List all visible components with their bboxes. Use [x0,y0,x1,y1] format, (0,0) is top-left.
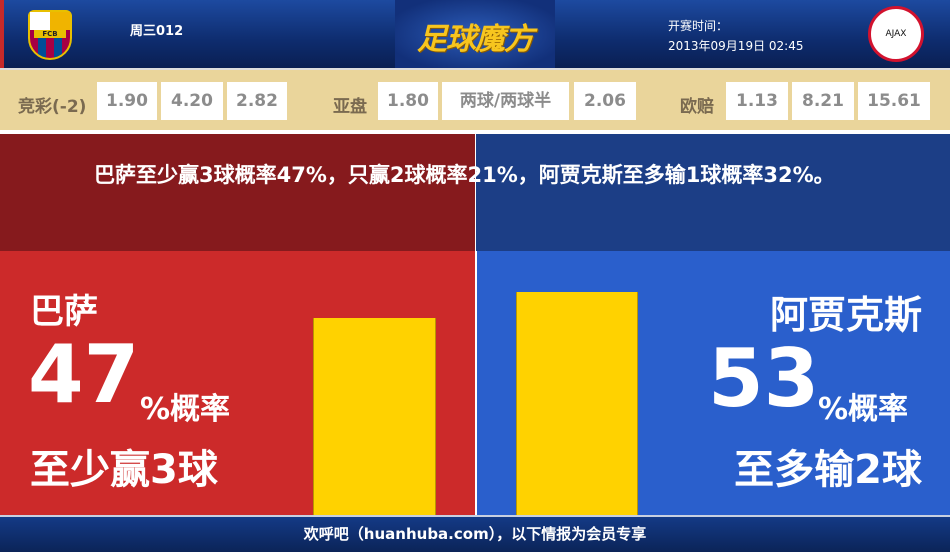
footer-banner: 欢呼吧（huanhuba.com），以下情报为会员专享 [0,515,950,552]
headline: 巴萨至少赢3球概率47%，只赢2球概率21%，阿贾克斯至多输1球概率32%。 [94,163,835,187]
match-number: 周三012 [130,24,184,39]
odds-bar: 竞彩(-2) 1.90 4.20 2.82 亚盘 1.80 两球/两球半 2.0… [0,68,950,130]
away-description: 至多输2球 [734,447,922,493]
euro-odd: 1.13 [726,82,788,120]
logo-background [395,0,555,68]
headline-bg-away [476,134,950,251]
kickoff-time: 2013年09月19日 02:45 [668,39,804,53]
home-percent-unit: %概率 [140,392,231,427]
home-team-name: 巴萨 [30,292,98,332]
asian-odd: 1.80 [378,82,438,120]
barcelona-crest-text: FCB [34,30,66,38]
asian-handicap: 两球/两球半 [442,82,569,120]
jingcai-label: 竞彩(-2) [18,97,87,117]
home-percent: 47 [28,328,140,421]
asian-label: 亚盘 [333,97,367,117]
headline-bg-home [0,134,475,251]
barcelona-crest-top [30,12,70,30]
home-probability-bar [313,317,436,515]
ajax-crest: AJAX [868,6,924,62]
site-logo: 足球魔方 [417,22,534,57]
home-description: 至少赢3球 [30,447,218,493]
away-probability-bar [516,292,638,515]
euro-odd: 15.61 [858,82,930,120]
euro-odd: 8.21 [792,82,854,120]
jingcai-odd: 4.20 [161,82,223,120]
kickoff-label: 开赛时间： [668,19,729,33]
asian-odd: 2.06 [574,82,636,120]
away-percent-unit: %概率 [818,392,909,427]
euro-label: 欧赔 [680,97,714,117]
away-percent: 53 [708,332,820,425]
jingcai-odd: 2.82 [227,82,287,120]
jingcai-odd: 1.90 [97,82,157,120]
away-team-name: 阿贾克斯 [769,293,922,337]
